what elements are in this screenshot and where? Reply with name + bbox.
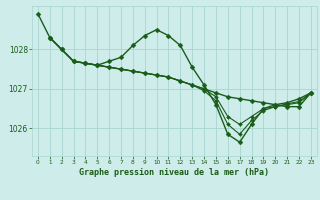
X-axis label: Graphe pression niveau de la mer (hPa): Graphe pression niveau de la mer (hPa)	[79, 168, 269, 177]
